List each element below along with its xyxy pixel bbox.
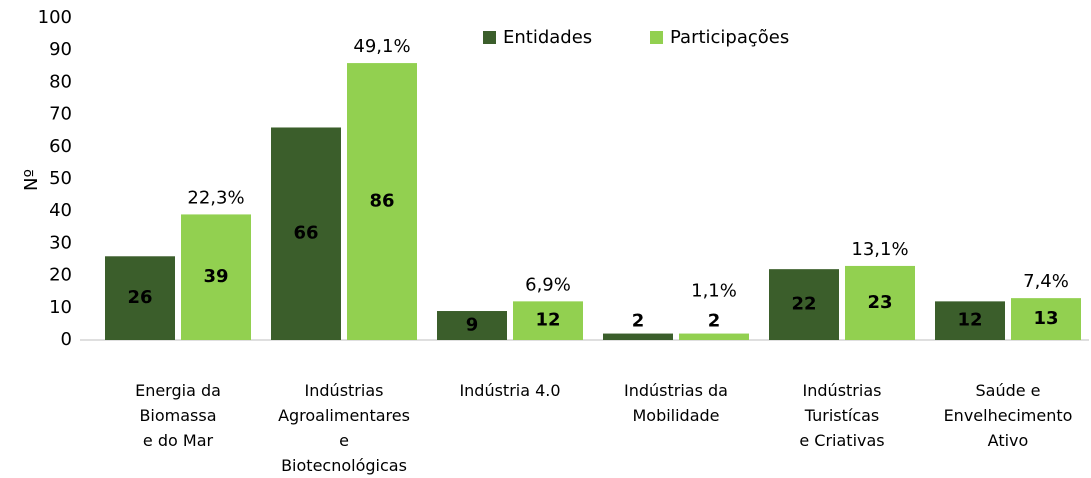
- legend-swatch: [650, 31, 663, 44]
- legend-label: Entidades: [503, 27, 592, 48]
- y-tick-label: 30: [49, 232, 72, 253]
- bar: [513, 301, 583, 340]
- y-tick-label: 60: [49, 136, 72, 157]
- x-tick-label: Indústrias Agroalimentares e Biotecnológ…: [278, 381, 410, 475]
- data-label: 12: [535, 310, 560, 331]
- bar: [935, 301, 1005, 340]
- data-label: 2: [632, 311, 645, 332]
- x-tick-label: Energia da Biomassa e do Mar: [135, 381, 221, 450]
- bar: [845, 265, 915, 340]
- y-tick-label: 0: [61, 329, 72, 350]
- bar: [181, 214, 251, 340]
- legend-swatch: [483, 31, 496, 44]
- x-tick-label: Indústrias da Mobilidade: [624, 381, 728, 425]
- x-tick-label: Saúde e Envelhecimento Ativo: [943, 381, 1073, 450]
- bar: [347, 63, 417, 341]
- bar: [769, 269, 839, 340]
- bar: [271, 127, 341, 340]
- bar: [437, 311, 507, 340]
- annotation: 13,1%: [851, 239, 908, 260]
- data-label: 66: [293, 223, 318, 244]
- legend-label: Participações: [670, 27, 789, 48]
- data-label: 86: [369, 191, 394, 212]
- data-label: 26: [127, 287, 152, 308]
- y-tick-label: 20: [49, 265, 72, 286]
- y-tick-label: 10: [49, 297, 72, 318]
- y-tick-label: 70: [49, 104, 72, 125]
- bar: [603, 333, 673, 340]
- bar: [105, 256, 175, 340]
- data-label: 9: [466, 315, 479, 336]
- y-tick-label: 40: [49, 200, 72, 221]
- annotation: 1,1%: [691, 281, 737, 302]
- y-tick-label: 90: [49, 39, 72, 60]
- data-label: 2: [708, 311, 721, 332]
- x-tick-label: Indústrias Turistícas e Criativas: [799, 381, 885, 450]
- annotation: 49,1%: [353, 36, 410, 57]
- annotation: 6,9%: [525, 274, 571, 295]
- y-tick-label: 80: [49, 71, 72, 92]
- bar: [1011, 298, 1081, 340]
- y-axis-label: Nº: [21, 169, 42, 191]
- bar: [679, 333, 749, 340]
- annotation: 22,3%: [187, 187, 244, 208]
- annotation: 7,4%: [1023, 271, 1069, 292]
- data-label: 13: [1033, 308, 1058, 329]
- data-label: 23: [867, 292, 892, 313]
- data-label: 39: [203, 266, 228, 287]
- data-label: 22: [791, 294, 816, 315]
- y-tick-label: 50: [49, 168, 72, 189]
- data-label: 12: [957, 310, 982, 331]
- x-tick-label: Indústria 4.0: [459, 381, 561, 400]
- y-tick-label: 100: [38, 7, 72, 28]
